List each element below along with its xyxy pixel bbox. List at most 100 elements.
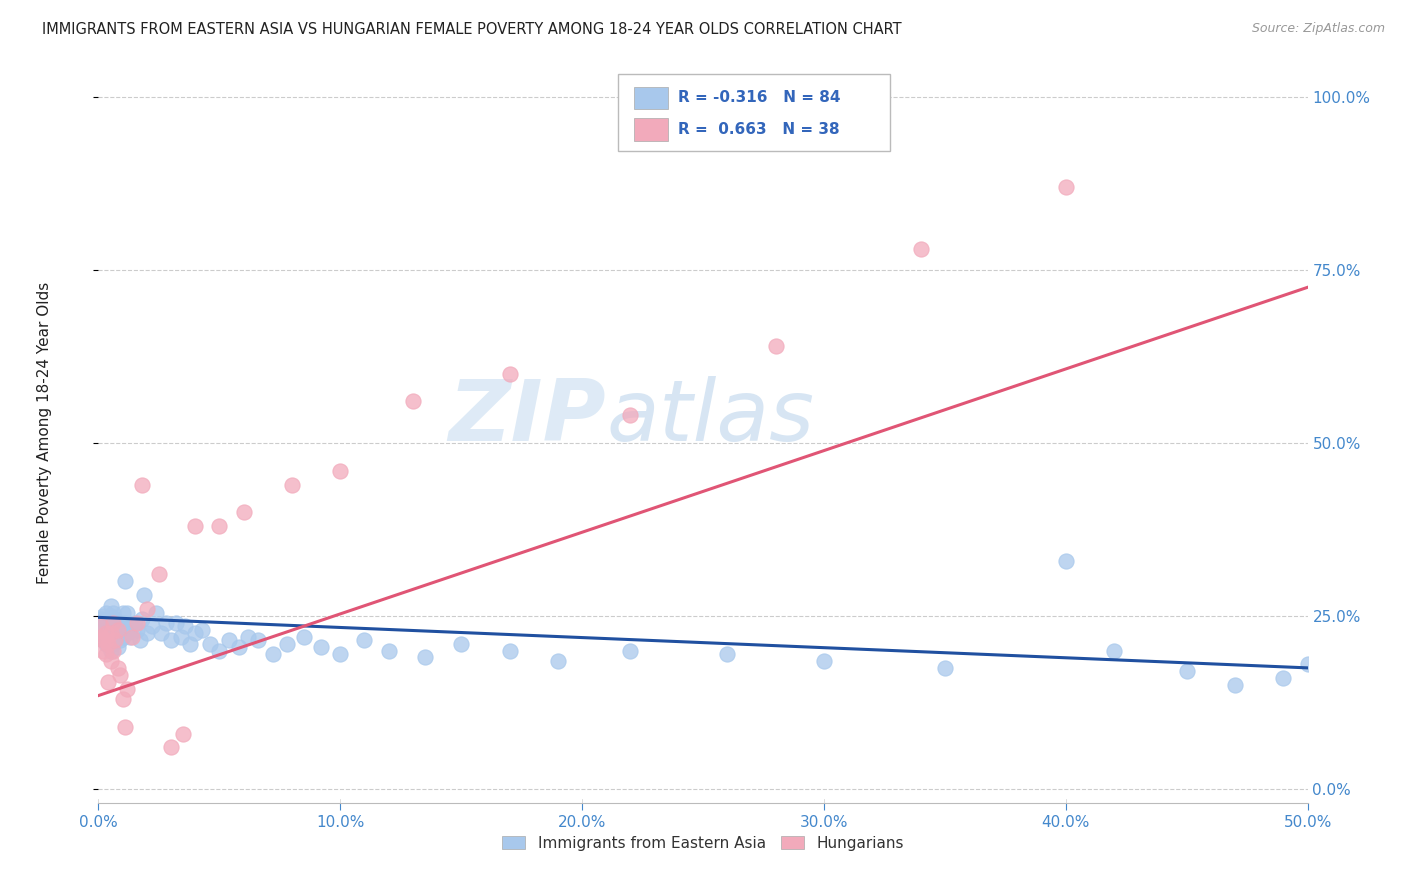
Point [910, 242, 932, 256]
Point [94, 626, 117, 640]
Point [90, 630, 112, 644]
Point [108, 667, 131, 681]
Point [184, 626, 207, 640]
Point [292, 630, 315, 644]
Point [1054, 180, 1077, 194]
Point [402, 394, 425, 409]
Point [90, 612, 112, 626]
Point [94, 647, 117, 661]
Text: Source: ZipAtlas.com: Source: ZipAtlas.com [1251, 22, 1385, 36]
Point [100, 599, 122, 613]
Point [135, 602, 157, 616]
Point [160, 740, 183, 755]
FancyBboxPatch shape [619, 73, 890, 152]
Point [238, 630, 260, 644]
Point [1296, 657, 1319, 672]
Point [90, 630, 112, 644]
FancyBboxPatch shape [634, 87, 668, 109]
Point [97, 612, 120, 626]
Point [131, 477, 153, 491]
Point [104, 633, 127, 648]
Point [377, 643, 399, 657]
Point [100, 654, 122, 668]
Point [107, 640, 129, 654]
Point [100, 630, 122, 644]
Point [101, 615, 124, 630]
Point [111, 619, 134, 633]
Point [94, 633, 117, 648]
Point [108, 633, 131, 648]
Point [276, 637, 298, 651]
Point [1102, 643, 1125, 657]
Point [101, 606, 124, 620]
Point [94, 606, 117, 620]
Point [94, 637, 117, 651]
Point [91, 633, 114, 648]
Point [128, 633, 150, 648]
Point [619, 643, 641, 657]
Point [150, 626, 173, 640]
Point [91, 609, 114, 624]
Point [450, 637, 472, 651]
Point [813, 654, 835, 668]
Point [141, 619, 163, 633]
Point [107, 619, 129, 633]
Point [165, 615, 187, 630]
Point [208, 519, 231, 533]
Text: ZIP: ZIP [449, 376, 606, 459]
Point [184, 519, 207, 533]
Point [97, 637, 120, 651]
Point [91, 623, 114, 637]
Point [117, 626, 139, 640]
Point [111, 630, 134, 644]
Point [104, 612, 127, 626]
Point [107, 630, 129, 644]
Point [101, 637, 124, 651]
Point [934, 661, 956, 675]
Point [1175, 665, 1198, 679]
Point [131, 612, 153, 626]
Point [148, 567, 170, 582]
Point [309, 640, 332, 654]
Point [262, 647, 284, 661]
Text: IMMIGRANTS FROM EASTERN ASIA VS HUNGARIAN FEMALE POVERTY AMONG 18-24 YEAR OLDS C: IMMIGRANTS FROM EASTERN ASIA VS HUNGARIA… [42, 22, 901, 37]
Point [91, 643, 114, 657]
Point [124, 615, 146, 630]
Point [111, 692, 134, 706]
Point [101, 615, 124, 630]
Point [1223, 678, 1246, 692]
Point [100, 643, 122, 657]
Point [160, 633, 183, 648]
Point [104, 623, 127, 637]
Point [191, 623, 214, 637]
Text: Female Poverty Among 18-24 Year Olds: Female Poverty Among 18-24 Year Olds [37, 282, 52, 583]
Point [118, 630, 141, 644]
Point [108, 623, 131, 637]
Point [498, 367, 520, 381]
Point [107, 623, 129, 637]
Point [329, 464, 352, 478]
Point [169, 630, 191, 644]
Point [413, 650, 436, 665]
Point [232, 505, 254, 519]
Point [100, 626, 122, 640]
Text: atlas: atlas [606, 376, 814, 459]
Point [111, 606, 134, 620]
Point [97, 633, 120, 648]
Text: R = -0.316   N = 84: R = -0.316 N = 84 [678, 90, 841, 105]
Point [100, 609, 122, 624]
Point [127, 623, 149, 637]
Point [90, 619, 112, 633]
Point [619, 409, 641, 423]
Point [91, 633, 114, 648]
Point [127, 615, 149, 630]
Point [97, 674, 120, 689]
Point [100, 619, 122, 633]
Point [145, 606, 167, 620]
Point [198, 637, 221, 651]
Point [90, 619, 112, 633]
Point [174, 619, 197, 633]
Text: R =  0.663   N = 38: R = 0.663 N = 38 [678, 122, 839, 137]
Point [765, 339, 787, 353]
Point [179, 637, 201, 651]
